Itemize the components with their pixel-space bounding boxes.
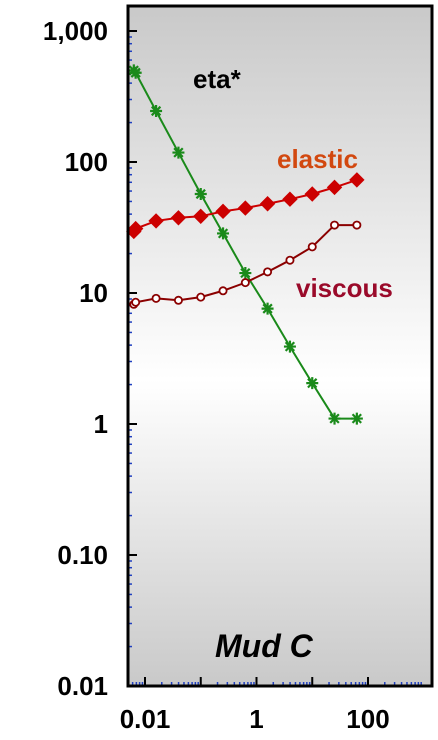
- x-tick-labels: 0.01 1 100: [120, 704, 390, 734]
- data-point-circle: [218, 286, 228, 296]
- data-point-circle: [263, 267, 273, 277]
- data-point-circle: [307, 242, 317, 252]
- x-tick-label: 1: [249, 704, 263, 734]
- y-tick-label: 1,000: [43, 16, 108, 46]
- data-point-asterisk: [194, 187, 207, 200]
- data-point-circle: [131, 297, 141, 307]
- y-tick-label: 10: [79, 278, 108, 308]
- y-tick-label: 0.10: [57, 540, 108, 570]
- data-point-circle: [330, 220, 340, 230]
- series-layer: [126, 64, 365, 425]
- data-point-diamond: [282, 191, 298, 207]
- y-tick-label: 0.01: [57, 671, 108, 701]
- data-point-asterisk: [283, 340, 296, 353]
- data-point-asterisk: [350, 412, 363, 425]
- x-tick-label: 100: [346, 704, 389, 734]
- data-point-asterisk: [261, 302, 274, 315]
- data-point-asterisk: [129, 66, 142, 79]
- data-point-circle: [151, 293, 161, 303]
- data-point-circle: [240, 278, 250, 288]
- data-point-diamond: [127, 220, 144, 237]
- data-point-circle: [285, 255, 295, 265]
- x-tick-label: 0.01: [120, 704, 171, 734]
- data-point-asterisk: [150, 105, 163, 118]
- data-point-diamond: [259, 196, 276, 212]
- data-point-diamond: [349, 172, 365, 188]
- data-point-asterisk: [328, 412, 341, 425]
- plot-frame: [126, 4, 434, 688]
- series-labels: eta* elastic viscous: [193, 64, 393, 303]
- data-point-diamond: [237, 200, 254, 216]
- series-eta: [127, 64, 363, 425]
- data-point-asterisk: [217, 227, 230, 240]
- series-line: [133, 69, 357, 420]
- series-label-eta: eta*: [193, 64, 242, 94]
- data-point-diamond: [326, 179, 343, 196]
- y-tick-labels: 1,000 100 10 1 0.10 0.01: [43, 16, 108, 701]
- data-point-circle: [196, 292, 206, 302]
- y-tick-label: 100: [65, 147, 108, 177]
- data-point-asterisk: [172, 146, 185, 159]
- series-elastic: [126, 172, 365, 240]
- data-point-asterisk: [239, 267, 252, 280]
- y-tick-label: 1: [94, 409, 108, 439]
- series-label-viscous: viscous: [296, 273, 393, 303]
- series-label-elastic: elastic: [277, 144, 358, 174]
- data-point-circle: [173, 295, 183, 305]
- panel-label: Mud C: [215, 628, 314, 664]
- data-point-diamond: [148, 213, 164, 229]
- data-point-circle: [352, 220, 362, 230]
- data-point-asterisk: [306, 377, 319, 390]
- data-point-diamond: [304, 186, 320, 202]
- data-point-diamond: [193, 208, 209, 225]
- data-point-diamond: [215, 203, 231, 220]
- series-viscous: [129, 220, 362, 309]
- plot-background: [128, 6, 432, 686]
- data-point-diamond: [170, 210, 187, 226]
